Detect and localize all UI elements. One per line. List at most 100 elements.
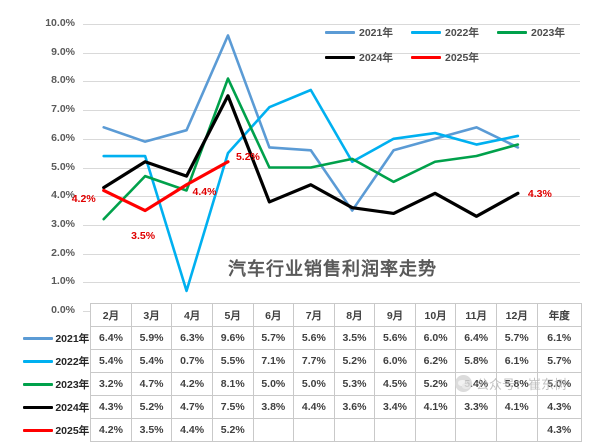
- gridline: [83, 81, 580, 83]
- table-cell: 5.0%: [293, 372, 335, 396]
- table-cell: 6.4%: [90, 326, 132, 350]
- table-cell: 5.4%: [455, 372, 497, 396]
- y-axis-tick-label: 9.0%: [51, 45, 75, 58]
- table-cell: [455, 418, 497, 442]
- table-cell: 4.1%: [495, 395, 538, 419]
- data-label: 5.2%: [235, 150, 260, 163]
- table-row-label: 2024年: [55, 401, 90, 414]
- gridline: [83, 282, 580, 284]
- table-cell: 4.2%: [171, 372, 213, 396]
- legend-label: 2023年: [531, 27, 565, 39]
- table-cell: 6.1%: [495, 349, 538, 373]
- data-label: 4.4%: [192, 185, 217, 198]
- series-line: [102, 77, 520, 221]
- table-row-header: 2022年: [18, 350, 91, 373]
- legend-line-icon: [325, 56, 355, 59]
- table-column-header: 11月: [455, 303, 497, 327]
- table-header-row: 2月 3月 4月 5月 6月 7月 8月 9月 10月 11月 12月 年度: [18, 303, 583, 327]
- table-cell: 5.2%: [333, 349, 376, 373]
- table-cell: 4.3%: [536, 418, 583, 442]
- table-cell: [333, 418, 376, 442]
- table-cell: 4.7%: [130, 372, 173, 396]
- table-cell: 8.1%: [211, 372, 254, 396]
- table-cell: 3.4%: [374, 395, 416, 419]
- series-line: [102, 88, 520, 293]
- table-cell: 7.1%: [252, 349, 295, 373]
- table-cell: 6.0%: [374, 349, 416, 373]
- gridline: [83, 253, 580, 255]
- table-column-header: 7月: [293, 303, 335, 327]
- legend-line-icon: [23, 359, 54, 363]
- table-column-header: 年度: [536, 303, 583, 327]
- chart-screenshot: 0.0% 1.0% 2.0% 3.0% 4.0% 5.0% 6.0% 7.0% 8.0% 9.0%…: [23, 17, 583, 442]
- table-cell: 3.5%: [333, 326, 376, 350]
- legend-line-icon: [23, 428, 54, 432]
- gridline: [83, 138, 580, 140]
- table-column-header: 12月: [495, 303, 538, 327]
- chart-title: 汽车行业销售利润率走势: [228, 259, 437, 279]
- table-cell: 5.6%: [293, 326, 335, 350]
- table-row-header: 2021年: [18, 327, 91, 350]
- table-cell: 4.3%: [536, 395, 583, 419]
- table-cell: 3.3%: [455, 395, 497, 419]
- legend-label: 2024年: [359, 52, 393, 64]
- gridline: [83, 224, 580, 226]
- table-column-header: 5月: [211, 303, 254, 327]
- table-cell: 7.7%: [293, 349, 335, 373]
- y-axis-tick-label: 0.0%: [51, 304, 75, 316]
- table-cell: 5.5%: [211, 349, 254, 373]
- table-row-header: 2024年: [18, 396, 91, 419]
- table-cell: 5.4%: [90, 349, 132, 373]
- table-row: 2025年 4.2% 3.5% 4.4% 5.2% 4.3%: [18, 418, 583, 442]
- y-axis-tick-label: 3.0%: [51, 217, 75, 230]
- data-table: 2月 3月 4月 5月 6月 7月 8月 9月 10月 11月 12月 年度 2021年 6.4% 5.9…: [18, 303, 583, 442]
- legend-line-icon: [23, 336, 54, 340]
- table-column-header: 3月: [130, 303, 173, 327]
- table-cell: 5.8%: [455, 349, 497, 373]
- table-column-header: 8月: [333, 303, 376, 327]
- table-cell: 5.8%: [495, 372, 538, 396]
- series-lines: [102, 34, 520, 293]
- table-column-header: 10月: [414, 303, 457, 327]
- table-cell: [252, 418, 295, 442]
- series-line: [102, 160, 230, 213]
- y-axis-tick-label: 6.0%: [51, 131, 75, 144]
- table-cell: 3.8%: [252, 395, 295, 419]
- gridlines: 0.0% 1.0% 2.0% 3.0% 4.0% 5.0% 6.0% 7.0% 8.0% 9.0%…: [45, 17, 580, 316]
- table-cell: 6.4%: [455, 326, 497, 350]
- table-cell: 3.6%: [333, 395, 376, 419]
- legend-item[interactable]: 2022年: [411, 20, 497, 45]
- table-cell: 5.9%: [130, 326, 173, 350]
- legend-item[interactable]: 2023年: [497, 20, 583, 45]
- legend-line-icon: [23, 382, 54, 386]
- table-cell: 5.6%: [374, 326, 416, 350]
- table-cell: 4.5%: [374, 372, 416, 396]
- legend-line-icon: [325, 31, 355, 34]
- table-cell: [293, 418, 335, 442]
- table-cell: [374, 418, 416, 442]
- table-cell: 5.2%: [414, 372, 457, 396]
- table-column-header: 4月: [171, 303, 213, 327]
- legend-label: 2025年: [445, 52, 479, 64]
- legend-item[interactable]: 2025年: [411, 45, 497, 70]
- table-row: 2022年 5.4% 5.4% 0.7% 5.5% 7.1% 7.7% 5.2% 6.0% 6.2…: [18, 349, 583, 373]
- legend-label: 2021年: [359, 27, 393, 39]
- table-cell: 4.4%: [171, 418, 213, 442]
- table-row-label: 2022年: [55, 355, 90, 368]
- table-cell: 4.4%: [293, 395, 335, 419]
- table-row: 2024年 4.3% 5.2% 4.7% 7.5% 3.8% 4.4% 3.6% 3.4% 4.1…: [18, 395, 583, 419]
- gridline: [83, 52, 580, 54]
- table-column-header: 6月: [252, 303, 295, 327]
- table-cell: 5.2%: [211, 418, 254, 442]
- table-cell: 4.3%: [90, 395, 132, 419]
- table-cell: 5.7%: [252, 326, 295, 350]
- table-cell: 6.0%: [414, 326, 457, 350]
- legend-label: 2022年: [445, 27, 479, 39]
- gridline: [83, 167, 580, 169]
- table-row-label: 2023年: [55, 378, 90, 391]
- legend-item[interactable]: 2021年: [325, 20, 411, 45]
- legend-item[interactable]: 2024年: [325, 45, 411, 70]
- table-column-header: 9月: [374, 303, 416, 327]
- gridline: [83, 110, 580, 112]
- chart-area: 0.0% 1.0% 2.0% 3.0% 4.0% 5.0% 6.0% 7.0% 8.0% 9.0%…: [45, 17, 583, 316]
